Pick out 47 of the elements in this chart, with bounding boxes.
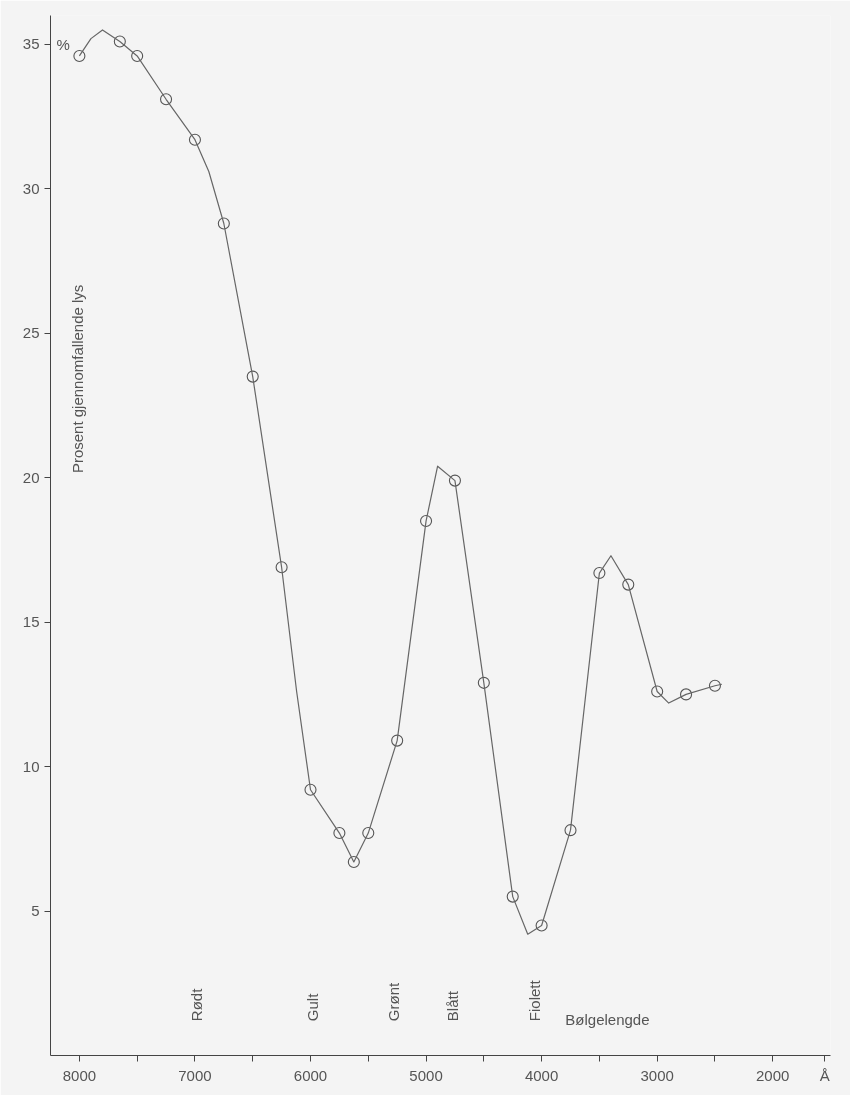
point [448,474,461,487]
point [535,919,548,932]
point [246,370,259,383]
y-tick-label: 35 [22,35,40,53]
x-tick-label: 4000 [524,1066,559,1084]
point [708,679,721,692]
point [347,855,360,868]
x-tick-label: 8000 [62,1066,97,1084]
annotation: Gult [304,992,322,1022]
y-axis-title: Prosent gjennomfallende lys [69,284,87,474]
y-tick-label: 10 [22,757,40,775]
annotation: Rødt [187,987,205,1022]
point [593,567,606,580]
point [160,93,173,106]
point [680,688,693,701]
point [362,827,375,840]
x-tick-label: 6000 [293,1066,328,1084]
y-tick-label: 5 [31,902,40,920]
point [564,824,577,837]
annotation: Grønt [385,982,403,1022]
x-tick-label: Å [819,1066,830,1084]
point [217,217,230,230]
annotation: Blått [443,990,461,1022]
point [73,49,86,62]
point [275,561,288,574]
annotation: Fiolett [525,979,543,1022]
y-tick-label: 30 [22,179,40,197]
point [131,49,144,62]
x-tick-label: 2000 [756,1066,790,1084]
point [477,676,490,689]
point [333,827,346,840]
point [304,783,317,796]
point [391,734,404,747]
y-tick-label: 25 [22,324,40,342]
point [188,133,201,146]
point [651,685,664,698]
x-axis-title: Bølgelengde [565,1010,650,1028]
point [113,35,126,48]
x-tick-label: 5000 [409,1066,443,1084]
x-tick-label: 7000 [178,1066,212,1084]
x-tick-label: 3000 [640,1066,674,1084]
annotation: % [56,35,70,53]
y-tick-label: 15 [22,613,40,631]
point [622,578,635,591]
y-tick-label: 20 [22,468,40,486]
point [506,890,519,903]
point [420,515,433,528]
